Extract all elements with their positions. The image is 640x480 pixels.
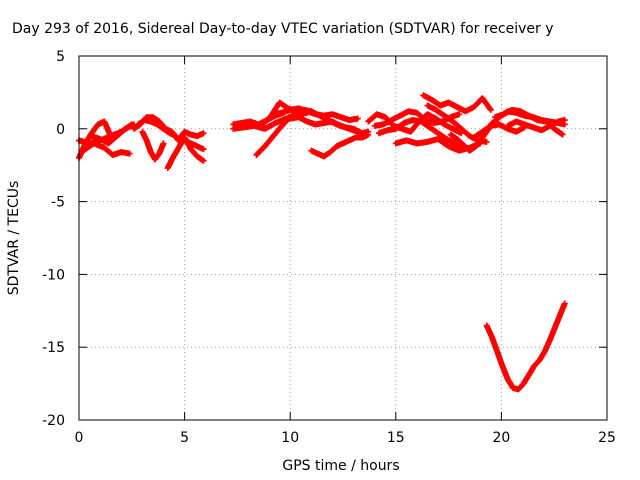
data-point-marks [375,117,467,150]
series-arc-20 [375,117,467,150]
axis-ticks [78,55,608,421]
series-arc-16 [291,106,372,137]
data-point-marks [135,117,180,140]
series-arc-04 [88,121,137,147]
series-arc-06 [135,117,180,140]
data-point-marks [470,121,528,141]
data-point-marks [139,128,167,163]
data-point-marks [80,140,133,158]
data-point-marks [308,131,372,160]
y-tick-label: -10 [42,267,65,283]
data-point-marks [181,137,207,153]
series-arc-17 [308,131,372,160]
plot-frame [78,55,608,421]
y-tick-label: -15 [42,340,65,356]
data-point-marks [483,300,568,393]
series-arc-24 [447,125,492,154]
x-tick-label: 15 [387,430,405,446]
series-arc-09 [181,137,207,153]
data-point-marks [88,121,137,147]
series-arc-07 [139,128,167,163]
y-tick-label: 5 [56,49,65,65]
series-arc-29 [483,300,568,393]
series-arc-03 [80,140,133,158]
grid-lines [79,56,607,420]
x-tick-label: 0 [75,430,84,446]
y-tick-label: -20 [42,413,65,429]
data-point-marks [291,106,372,137]
y-tick-label: -5 [51,195,65,211]
y-tick-label: 0 [56,122,65,138]
chart-title: Day 293 of 2016, Sidereal Day-to-day VTE… [12,21,554,37]
series-arc-22 [420,92,494,115]
tick-labels: 0 5 10 15 20 25 -20 -15 -10 -5 0 5 [42,49,616,446]
data-points [76,92,568,393]
series-arc-28 [470,121,528,141]
data-point-marks [447,125,492,154]
x-axis-label: GPS time / hours [282,458,399,474]
x-tick-label: 25 [598,430,616,446]
x-tick-label: 5 [180,430,189,446]
data-point-marks [420,92,494,115]
y-axis-label: SDTVAR / TECUs [6,181,22,296]
x-tick-label: 10 [281,430,299,446]
x-tick-label: 20 [492,430,510,446]
